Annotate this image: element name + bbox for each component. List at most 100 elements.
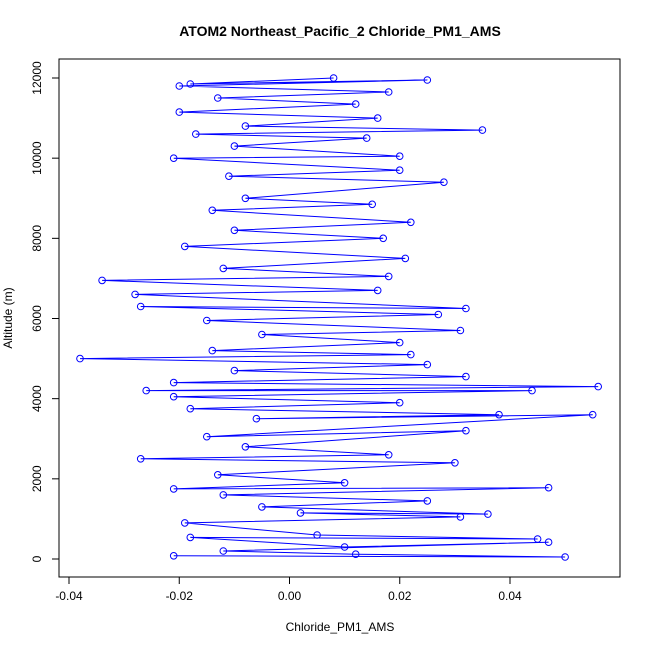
x-axis-label: Chloride_PM1_AMS <box>286 620 395 634</box>
x-tick-label: -0.02 <box>166 589 194 603</box>
data-point <box>340 543 349 551</box>
data-point <box>186 80 195 88</box>
data-point <box>214 471 222 479</box>
data-point <box>351 550 360 559</box>
data-point <box>181 242 189 251</box>
data-point <box>241 122 250 130</box>
data-point <box>169 378 178 387</box>
y-tick-label: 6000 <box>30 305 44 332</box>
chart-title: ATOM2 Northeast_Pacific_2 Chloride_PM1_A… <box>179 23 501 39</box>
data-point <box>594 382 603 391</box>
data-point <box>230 366 239 375</box>
data-point <box>423 76 432 84</box>
data-point <box>208 206 217 215</box>
y-tick-label: 8000 <box>30 225 44 252</box>
data-point <box>407 350 415 359</box>
data-point <box>533 535 542 543</box>
data-point <box>252 414 261 423</box>
data-point <box>186 533 195 542</box>
data-point <box>136 302 145 311</box>
data-point <box>440 178 448 186</box>
data-point <box>169 552 178 560</box>
data-point <box>131 290 139 299</box>
data-point <box>169 392 178 401</box>
data-point <box>258 330 266 339</box>
data-point <box>434 310 443 319</box>
data-point <box>169 485 178 493</box>
data-point <box>384 272 393 281</box>
data-point <box>456 326 465 335</box>
data-point <box>142 386 150 395</box>
data-point <box>219 264 228 273</box>
data-point <box>544 483 553 492</box>
x-tick-label: 0.04 <box>498 589 522 603</box>
y-axis: 0 2000 4000 6000 8000 10000 12000 <box>30 61 60 562</box>
x-tick-label: 0.00 <box>278 589 302 603</box>
data-point <box>451 459 459 467</box>
data-point <box>495 410 503 419</box>
data-point <box>192 130 200 138</box>
data-point <box>395 152 404 160</box>
data-point <box>175 108 184 116</box>
data-point <box>76 354 84 363</box>
data-point <box>241 194 250 203</box>
data-point <box>395 166 404 174</box>
data-point <box>544 538 553 547</box>
data-point <box>384 88 393 96</box>
y-tick-label: 12000 <box>30 61 44 95</box>
y-tick-label: 4000 <box>30 385 44 412</box>
data-point <box>258 503 266 511</box>
data-point <box>401 254 410 263</box>
data-point <box>395 338 404 347</box>
data-point <box>136 455 145 463</box>
x-tick-label: 0.02 <box>388 589 412 603</box>
data-point <box>362 134 371 142</box>
y-axis-label: Altitude (m) <box>1 287 15 348</box>
data-point <box>561 553 569 561</box>
data-point <box>340 479 349 487</box>
data-point <box>98 276 106 285</box>
data-point <box>329 74 338 82</box>
data-point <box>241 443 250 451</box>
data-point <box>462 304 470 313</box>
data-point <box>313 531 321 539</box>
data-point <box>456 513 465 521</box>
data-point <box>373 286 382 295</box>
data-point <box>407 218 415 227</box>
data-point <box>225 172 233 180</box>
data-point <box>351 100 360 108</box>
data-point <box>395 398 404 407</box>
series-polyline <box>79 77 599 558</box>
data-point <box>203 316 211 325</box>
data-point <box>214 94 222 102</box>
data-point <box>296 509 305 517</box>
data-point <box>175 82 184 90</box>
x-axis: -0.04 -0.02 0.00 0.02 0.04 <box>55 576 522 603</box>
data-point <box>373 114 382 122</box>
y-tick-label: 0 <box>30 555 44 562</box>
data-point <box>368 200 377 209</box>
data-point <box>423 497 432 505</box>
data-point <box>208 346 217 355</box>
data-point <box>169 154 178 162</box>
y-tick-label: 2000 <box>30 465 44 492</box>
data-point <box>230 142 239 150</box>
y-tick-label: 10000 <box>30 141 44 175</box>
series-points <box>76 74 603 561</box>
data-point <box>462 372 470 381</box>
data-point <box>181 519 189 527</box>
data-point <box>230 226 239 235</box>
data-point <box>379 234 388 243</box>
data-point <box>219 491 228 499</box>
data-point <box>423 360 432 369</box>
data-point <box>219 547 228 555</box>
data-point <box>484 510 492 518</box>
data-point <box>384 451 393 459</box>
data-point <box>478 126 487 134</box>
data-point <box>462 426 470 435</box>
data-point <box>186 404 195 413</box>
data-point <box>588 410 597 419</box>
x-tick-label: -0.04 <box>55 589 83 603</box>
series-line <box>79 77 599 558</box>
